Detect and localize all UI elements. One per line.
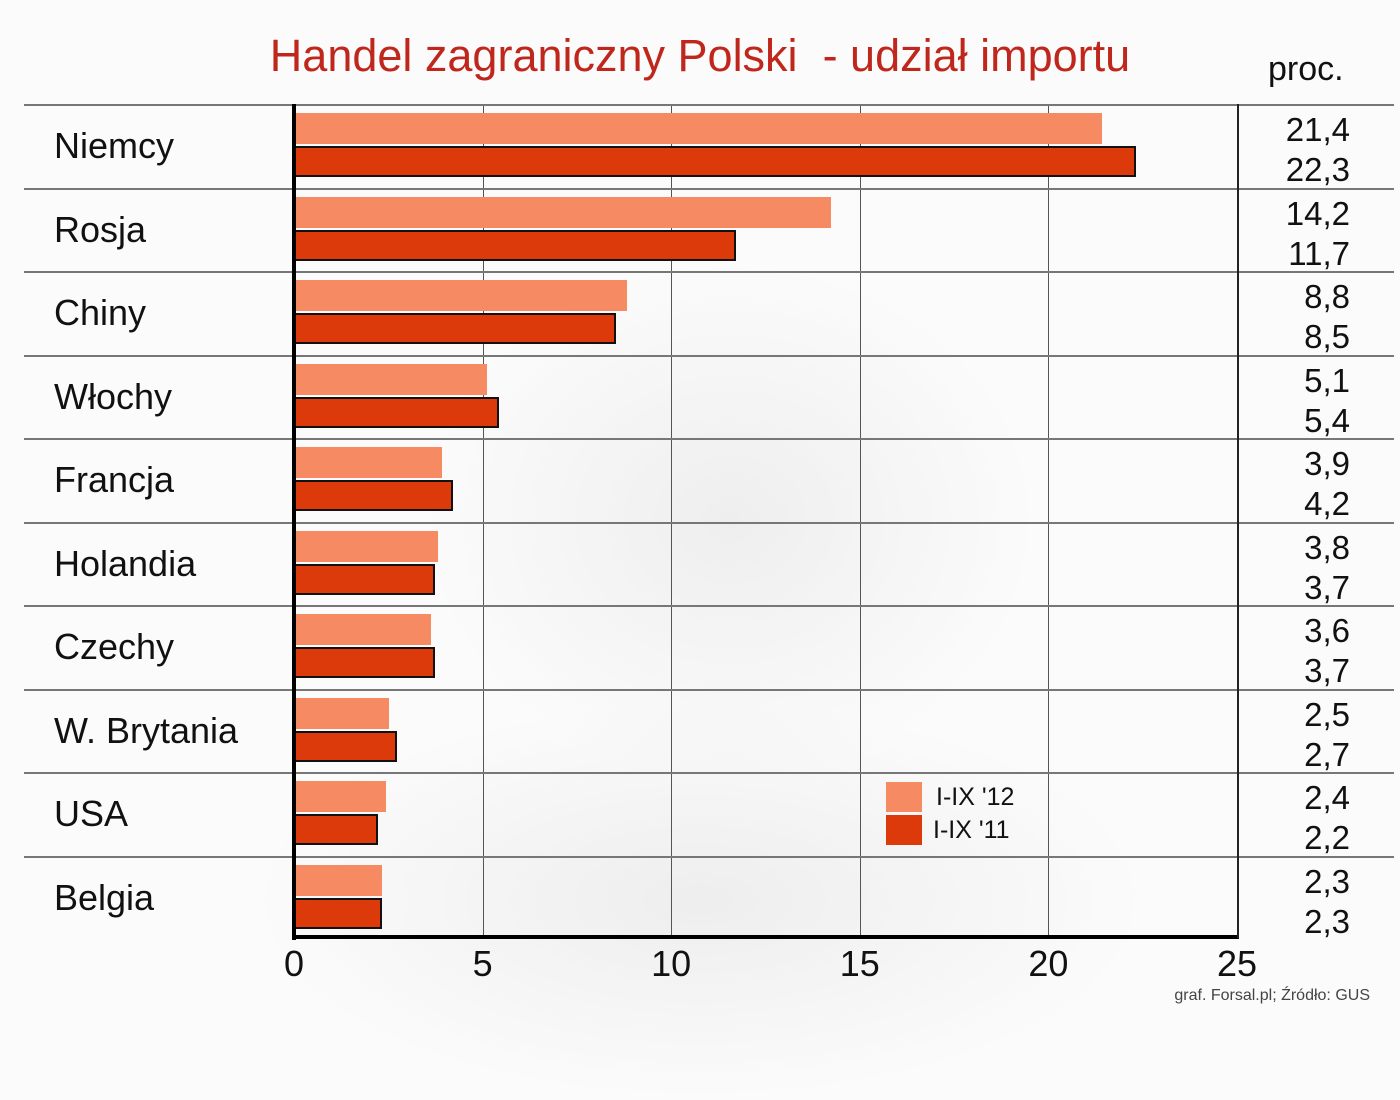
bar-2011 xyxy=(295,730,397,762)
bar-2012 xyxy=(295,530,439,562)
value-2012: 21,4 xyxy=(1285,111,1350,148)
row-separator xyxy=(24,522,1394,524)
category-label: Niemcy xyxy=(54,125,175,166)
bar-2012 xyxy=(295,363,488,395)
category-label: Holandia xyxy=(54,542,197,584)
bar-2012 xyxy=(295,697,390,729)
unit-label: proc. xyxy=(1268,50,1344,88)
category-label: Chiny xyxy=(54,292,147,333)
value-2011: 2,2 xyxy=(1304,819,1350,856)
value-2011: 22,3 xyxy=(1285,151,1350,188)
row-separator xyxy=(24,689,1394,691)
category-label: W. Brytania xyxy=(54,709,239,751)
row-separator xyxy=(24,271,1394,273)
value-2011: 3,7 xyxy=(1304,652,1350,689)
values-column-divider xyxy=(1237,104,1239,938)
value-2012: 8,8 xyxy=(1304,278,1350,315)
bar-2011 xyxy=(295,229,737,261)
legend-item-2011: I-IX '11 xyxy=(886,815,1010,845)
x-tick-label: 15 xyxy=(839,943,880,984)
legend-label-2011: I-IX '11 xyxy=(933,815,1010,844)
value-2011: 2,7 xyxy=(1304,735,1350,773)
x-tick-label: 0 xyxy=(283,943,305,984)
x-tick-label: 10 xyxy=(651,943,692,984)
category-label: USA xyxy=(54,793,129,834)
value-2012: 2,4 xyxy=(1304,779,1350,816)
bar-2011 xyxy=(295,313,616,344)
bar-2012 xyxy=(295,614,431,645)
category-label: Francja xyxy=(54,459,175,500)
bar-2011 xyxy=(295,563,435,595)
y-axis-line xyxy=(292,104,296,940)
legend-item-2012: I-IX '12 xyxy=(886,782,1014,812)
bar-2012 xyxy=(295,781,386,812)
value-2012: 3,9 xyxy=(1304,445,1350,482)
value-2011: 5,4 xyxy=(1304,401,1350,439)
bar-2011 xyxy=(295,480,454,511)
gridline-x-10 xyxy=(671,104,673,938)
category-label: Czechy xyxy=(54,626,175,667)
value-2012: 5,1 xyxy=(1304,361,1350,399)
bar-2011 xyxy=(295,814,378,845)
value-2012: 2,3 xyxy=(1304,862,1350,900)
bar-2011 xyxy=(295,146,1137,177)
x-tick-label: 5 xyxy=(472,943,493,984)
legend-swatch-2011 xyxy=(886,815,922,845)
value-2012: 3,8 xyxy=(1304,528,1350,566)
value-2011: 3,7 xyxy=(1304,568,1350,606)
category-label: Belgia xyxy=(54,876,155,918)
row-separator xyxy=(24,605,1394,607)
x-axis-line xyxy=(292,935,1239,939)
x-tick-label: 25 xyxy=(1216,943,1258,984)
row-separator xyxy=(24,438,1394,440)
bar-2012 xyxy=(295,447,443,478)
value-2011: 2,3 xyxy=(1304,902,1350,940)
bar-2011 xyxy=(295,396,499,428)
gridline-x-20 xyxy=(1048,104,1050,938)
bar-2012 xyxy=(295,864,382,896)
value-2012: 3,6 xyxy=(1304,612,1350,649)
bar-2011 xyxy=(295,647,435,678)
bar-2012 xyxy=(295,113,1103,144)
chart-title: Handel zagraniczny Polski - udział impor… xyxy=(269,30,1131,81)
value-2012: 14,2 xyxy=(1285,194,1350,232)
legend-swatch-2012 xyxy=(886,782,922,812)
bar-2012 xyxy=(295,280,627,311)
category-label: Rosja xyxy=(54,208,147,250)
legend-label-2012: I-IX '12 xyxy=(936,782,1015,811)
row-separator xyxy=(24,188,1394,190)
gridline-x-15 xyxy=(859,104,861,938)
row-separator xyxy=(24,104,1394,106)
value-2012: 2,5 xyxy=(1304,695,1350,733)
value-2011: 4,2 xyxy=(1304,485,1350,522)
value-2011: 11,7 xyxy=(1288,234,1350,272)
row-separator xyxy=(24,355,1394,357)
source-note: graf. Forsal.pl; Źródło: GUS xyxy=(1174,987,1370,1004)
x-tick-label: 20 xyxy=(1028,943,1069,984)
category-label: Włochy xyxy=(54,375,173,417)
bar-2011 xyxy=(295,897,382,929)
gridline-x-5 xyxy=(482,104,484,938)
value-2011: 8,5 xyxy=(1304,318,1350,355)
row-separator xyxy=(24,856,1394,858)
row-separator xyxy=(24,772,1394,774)
bar-2012 xyxy=(295,196,831,228)
